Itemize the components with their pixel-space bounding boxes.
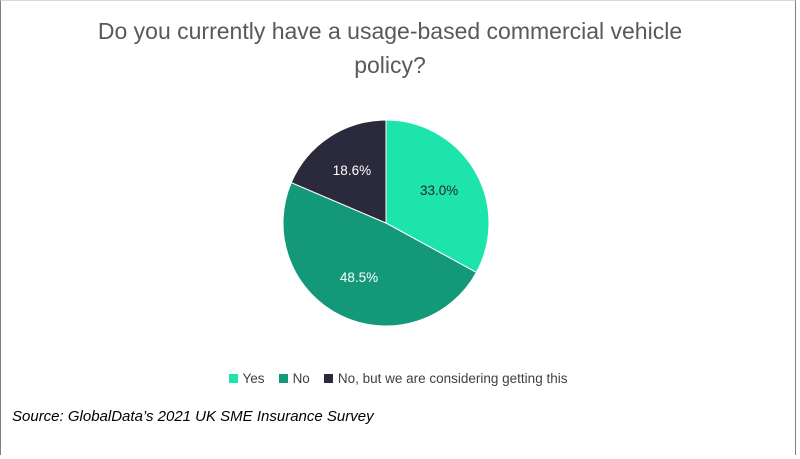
data-label: 18.6% (333, 163, 371, 178)
pie-slice-yes (385, 119, 490, 274)
data-label: 48.5% (340, 270, 378, 285)
legend-swatch (228, 374, 238, 383)
legend-swatch (278, 374, 288, 383)
legend-label: No (292, 371, 310, 386)
legend: Yes No No, but we are considering getting … (0, 371, 796, 386)
source-note: Source: GlobalData’s 2021 UK SME Insuran… (12, 408, 374, 425)
data-label: 33.0% (420, 183, 458, 198)
legend-label: Yes (242, 371, 265, 386)
legend-label: No, but we are considering getting this (337, 371, 568, 386)
legend-item: Yes (228, 371, 265, 386)
legend-swatch (323, 374, 333, 383)
legend-item: No, but we are considering getting this (323, 371, 568, 386)
pie-slice-no (282, 181, 478, 327)
legend-item: No (278, 371, 310, 386)
pie-chart: 33.0% 48.5% 18.6% (282, 119, 490, 327)
pie-slice-no-but-we-are-considering-getting-this (290, 119, 387, 224)
chart-title: Do you currently have a usage-based comm… (97, 18, 683, 78)
